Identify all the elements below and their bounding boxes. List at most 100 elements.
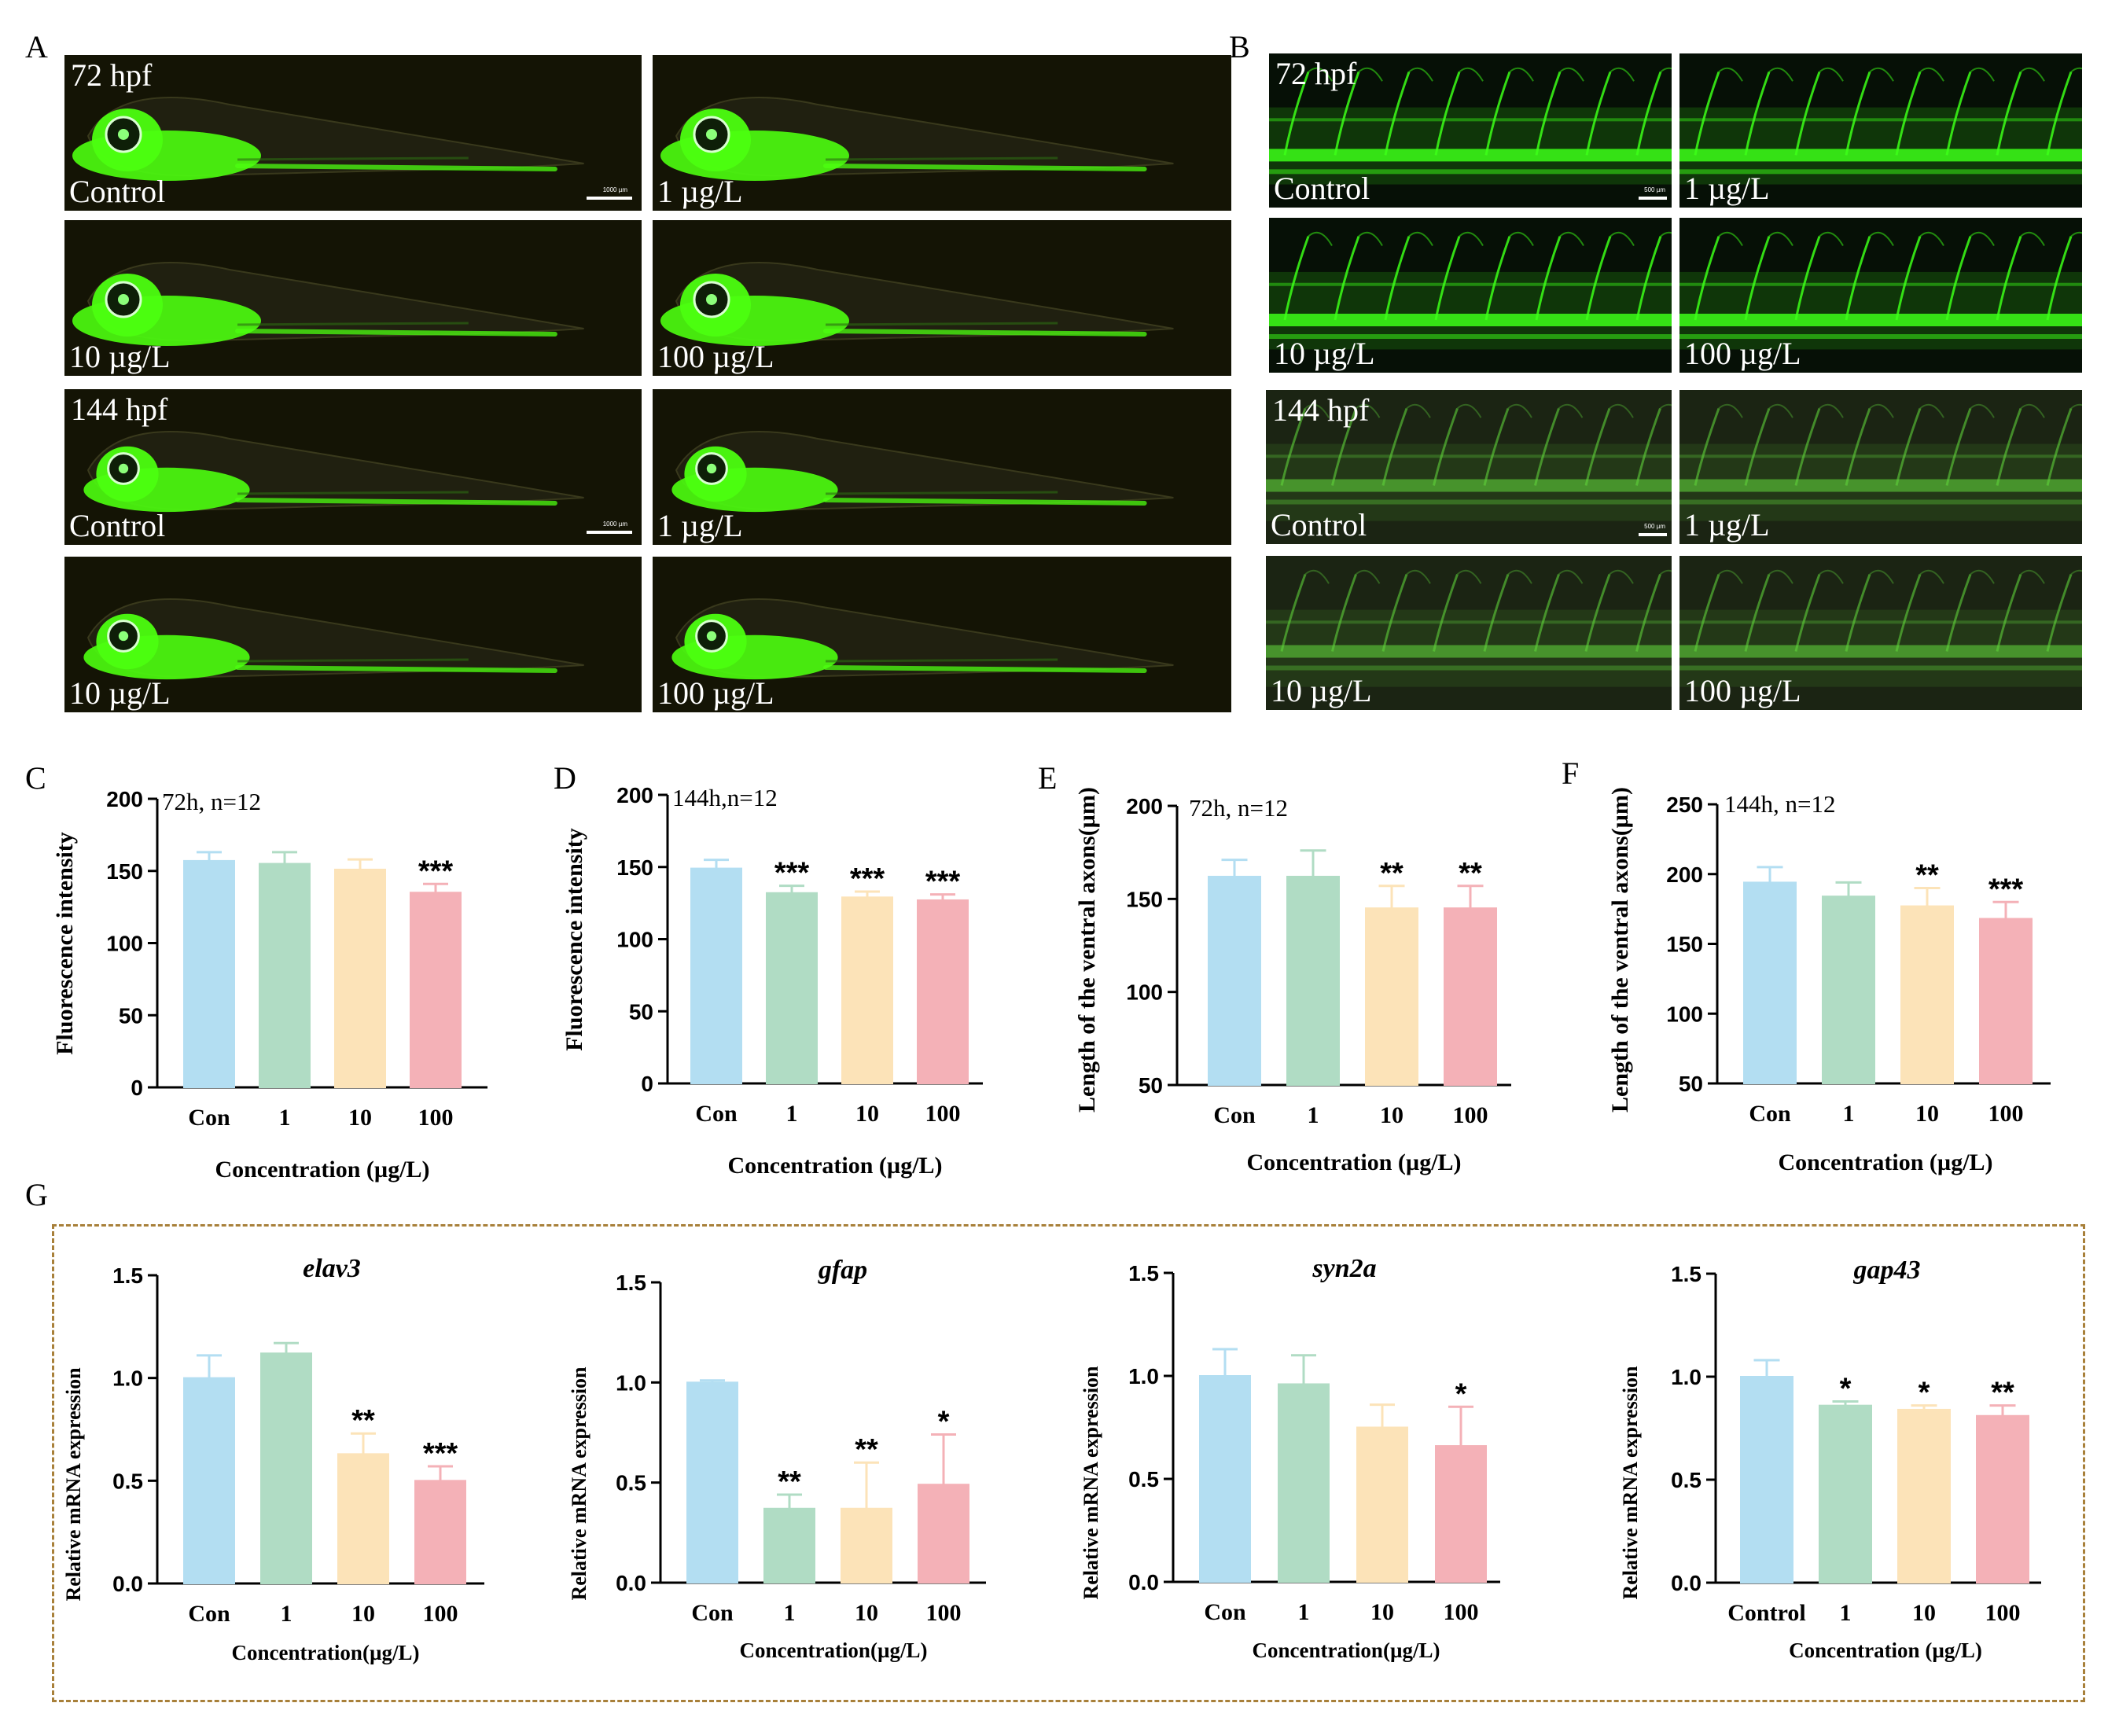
panel-label-e: E [1038,760,1058,796]
axon-dose-label-3: 10 µg/L [1274,336,1375,371]
x-tick-label: 10 [855,1600,878,1626]
y-tick-label: 1.5 [112,1263,143,1288]
x-tick-label: 10 [1370,1599,1394,1625]
bar-1 [766,892,818,1085]
x-tick-label: Con [695,1101,738,1127]
x-tick-label: 1 [786,1101,798,1127]
axon-dose-label-4: 100 µg/L [1684,336,1801,371]
panel-label-c: C [25,760,46,796]
significance-mark: * [1840,1372,1852,1405]
bar-control [1740,1376,1793,1583]
x-tick-label: 1 [1298,1599,1310,1625]
x-tick-label: 1 [1840,1600,1852,1626]
significance-mark: *** [925,866,961,899]
larva-dose-label-4: 100 µg/L [657,339,774,374]
axon-dose-label-6: 1 µg/L [1684,507,1770,542]
y-tick-label: 1.0 [112,1366,143,1391]
bar-100 [917,899,969,1084]
x-axis-label: Concentration (µg/L) [1246,1149,1461,1175]
y-tick-label: 200 [106,787,143,811]
axon-dose-label-2: 1 µg/L [1684,171,1770,206]
bar-1 [259,862,311,1088]
scale-bar [587,197,632,200]
bar-10 [334,868,386,1089]
y-tick-label: 1.0 [616,1370,646,1395]
time-label-72hpf-b: 72 hpf [1275,56,1357,91]
bar-1 [1286,875,1340,1087]
significance-mark: ** [1380,857,1403,890]
significance-mark: ** [1991,1377,2014,1410]
significance-mark: * [938,1406,950,1439]
x-tick-label: 100 [1988,1101,2024,1127]
y-tick-label: 50 [629,999,653,1024]
y-axis-label: Length of the ventral axons(µm) [1074,787,1100,1113]
bar-10 [337,1453,389,1584]
bar-con [1208,875,1261,1087]
x-tick-label: Con [1204,1599,1246,1625]
x-axis-label: Concentration (µg/L) [215,1157,429,1182]
time-label-144hpf-a: 144 hpf [71,392,168,427]
axon-image-8: 100 µg/L [1679,556,2082,710]
significance-mark: ** [855,1433,878,1466]
axon-dose-label-8: 100 µg/L [1684,673,1801,708]
axon-image-1: Control 72 hpf 500 µm [1269,53,1672,208]
larva-image-2: 1 µg/L [653,55,1231,211]
y-tick-label: 150 [1666,932,1703,957]
panel-label-f: F [1562,756,1580,791]
panel-label-b: B [1229,29,1250,64]
x-tick-label: 100 [423,1601,458,1627]
y-tick-label: 0.0 [112,1572,143,1596]
y-tick-label: 0.0 [1128,1570,1159,1594]
bar-100 [918,1484,969,1584]
x-tick-label: 100 [925,1101,961,1127]
y-tick-label: 0 [131,1076,143,1100]
bar-con [686,1381,738,1584]
y-tick-label: 100 [616,928,653,952]
time-label-72hpf-a: 72 hpf [71,57,153,93]
x-tick-label: 1 [1308,1102,1319,1128]
x-tick-label: 100 [1444,1599,1479,1625]
x-tick-label: 10 [1380,1102,1403,1128]
x-tick-label: Con [1749,1101,1791,1127]
panel-label-a: A [25,29,48,64]
y-tick-label: 100 [1666,1002,1703,1026]
bar-con [183,1377,235,1584]
bar-con [1743,881,1797,1085]
y-tick-label: 0.5 [112,1469,143,1493]
bar-1 [260,1352,312,1584]
bar-1 [1819,1404,1872,1584]
larva-image-5: Control 144 hpf 1000 µm [64,389,642,545]
x-tick-label: 100 [1985,1600,2021,1626]
y-tick-label: 200 [1126,794,1163,818]
y-tick-label: 250 [1666,793,1703,817]
y-tick-label: 100 [106,932,143,956]
axon-image-7: 10 µg/L [1266,556,1672,710]
axon-dose-label-5: Control [1271,507,1367,542]
x-axis-label: Concentration(µg/L) [231,1641,419,1664]
axon-image-4: 100 µg/L [1679,218,2082,373]
y-tick-label: 1.5 [1128,1261,1159,1285]
axon-image-6: 1 µg/L [1679,390,2082,544]
chart-title: gfap [818,1256,867,1285]
x-tick-label: 10 [855,1101,879,1127]
y-tick-label: 200 [1666,862,1703,887]
time-label-144hpf-b: 144 hpf [1272,392,1370,428]
chart-annotation: 72h, n=12 [1189,794,1288,822]
chart-title: gap43 [1853,1256,1921,1285]
significance-mark: *** [423,1437,458,1470]
x-tick-label: 100 [1453,1102,1488,1128]
x-tick-label: 100 [926,1600,962,1626]
larva-dose-label-1: Control [69,174,166,209]
larva-dose-label-7: 10 µg/L [69,675,171,711]
x-tick-label: 1 [784,1600,796,1626]
scale-bar-text: 500 µm [1644,523,1665,530]
y-tick-label: 0.5 [1671,1468,1701,1492]
x-tick-label: 1 [1843,1101,1855,1127]
larva-dose-label-3: 10 µg/L [69,339,171,374]
axon-dose-label-1: Control [1274,171,1370,206]
